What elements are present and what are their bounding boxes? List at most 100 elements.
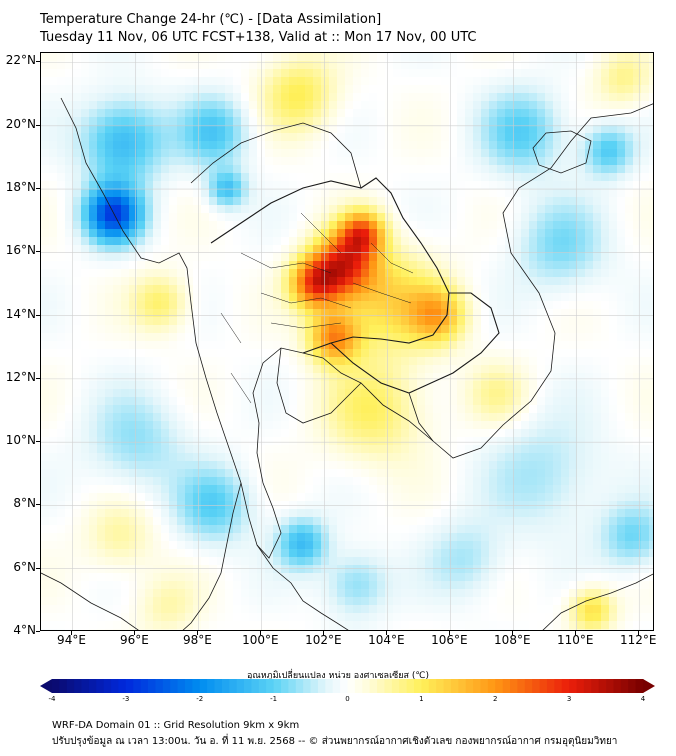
- field-cell: [489, 261, 498, 270]
- field-cell: [161, 69, 170, 78]
- field-cell: [393, 221, 402, 230]
- field-cell: [281, 309, 290, 318]
- field-cell: [113, 477, 122, 486]
- field-cell: [209, 93, 218, 102]
- field-cell: [145, 429, 154, 438]
- field-cell: [161, 293, 170, 302]
- field-cell: [641, 181, 650, 190]
- field-cell: [433, 253, 442, 262]
- field-cell: [97, 517, 106, 526]
- field-cell: [137, 93, 146, 102]
- field-cell: [217, 261, 226, 270]
- field-cell: [169, 141, 178, 150]
- field-cell: [641, 381, 650, 390]
- field-cell: [561, 325, 570, 334]
- field-cell: [73, 125, 82, 134]
- field-cell: [129, 365, 138, 374]
- field-cell: [225, 309, 234, 318]
- field-cell: [481, 101, 490, 110]
- field-cell: [609, 109, 618, 118]
- field-cell: [505, 85, 514, 94]
- field-cell: [65, 181, 74, 190]
- field-cell: [561, 85, 570, 94]
- field-cell: [633, 109, 642, 118]
- field-cell: [393, 149, 402, 158]
- field-cell: [105, 533, 114, 542]
- field-cell: [337, 341, 346, 350]
- field-cell: [177, 517, 186, 526]
- field-cell: [481, 149, 490, 158]
- field-cell: [393, 333, 402, 342]
- field-cell: [417, 61, 426, 70]
- field-cell: [537, 541, 546, 550]
- field-cell: [225, 53, 234, 62]
- field-cell: [97, 317, 106, 326]
- field-cell: [265, 317, 274, 326]
- field-cell: [329, 557, 338, 566]
- field-cell: [193, 397, 202, 406]
- field-cell: [201, 429, 210, 438]
- field-cell: [633, 533, 642, 542]
- field-cell: [497, 245, 506, 254]
- field-cell: [233, 229, 242, 238]
- field-cell: [305, 205, 314, 214]
- field-cell: [641, 125, 650, 134]
- field-cell: [489, 101, 498, 110]
- field-cell: [321, 317, 330, 326]
- field-cell: [401, 533, 410, 542]
- field-cell: [161, 309, 170, 318]
- field-cell: [89, 61, 98, 70]
- field-cell: [649, 509, 653, 518]
- field-cell: [561, 53, 570, 62]
- field-cell: [361, 325, 370, 334]
- field-cell: [521, 277, 530, 286]
- field-cell: [633, 149, 642, 158]
- field-cell: [97, 197, 106, 206]
- field-cell: [585, 213, 594, 222]
- field-cell: [377, 333, 386, 342]
- field-cell: [401, 85, 410, 94]
- field-cell: [441, 325, 450, 334]
- field-cell: [433, 477, 442, 486]
- field-cell: [321, 101, 330, 110]
- field-cell: [145, 165, 154, 174]
- field-cell: [617, 405, 626, 414]
- field-cell: [321, 221, 330, 230]
- field-cell: [313, 245, 322, 254]
- field-cell: [417, 549, 426, 558]
- field-cell: [41, 557, 50, 566]
- field-cell: [617, 413, 626, 422]
- field-cell: [449, 173, 458, 182]
- field-cell: [633, 229, 642, 238]
- field-cell: [193, 205, 202, 214]
- field-cell: [105, 445, 114, 454]
- field-cell: [241, 181, 250, 190]
- field-cell: [441, 517, 450, 526]
- field-cell: [97, 485, 106, 494]
- field-cell: [553, 429, 562, 438]
- field-cell: [353, 189, 362, 198]
- field-cell: [169, 445, 178, 454]
- field-cell: [321, 189, 330, 198]
- field-cell: [289, 565, 298, 574]
- field-cell: [81, 285, 90, 294]
- field-cell: [81, 277, 90, 286]
- field-cell: [265, 301, 274, 310]
- field-cell: [145, 533, 154, 542]
- field-cell: [113, 221, 122, 230]
- field-cell: [65, 189, 74, 198]
- field-cell: [193, 541, 202, 550]
- field-cell: [601, 189, 610, 198]
- field-cell: [361, 397, 370, 406]
- field-cell: [465, 557, 474, 566]
- field-cell: [249, 229, 258, 238]
- field-cell: [345, 549, 354, 558]
- field-cell: [497, 125, 506, 134]
- field-cell: [345, 157, 354, 166]
- field-cell: [601, 509, 610, 518]
- field-cell: [225, 325, 234, 334]
- field-cell: [281, 61, 290, 70]
- field-cell: [177, 285, 186, 294]
- field-cell: [89, 533, 98, 542]
- field-cell: [553, 157, 562, 166]
